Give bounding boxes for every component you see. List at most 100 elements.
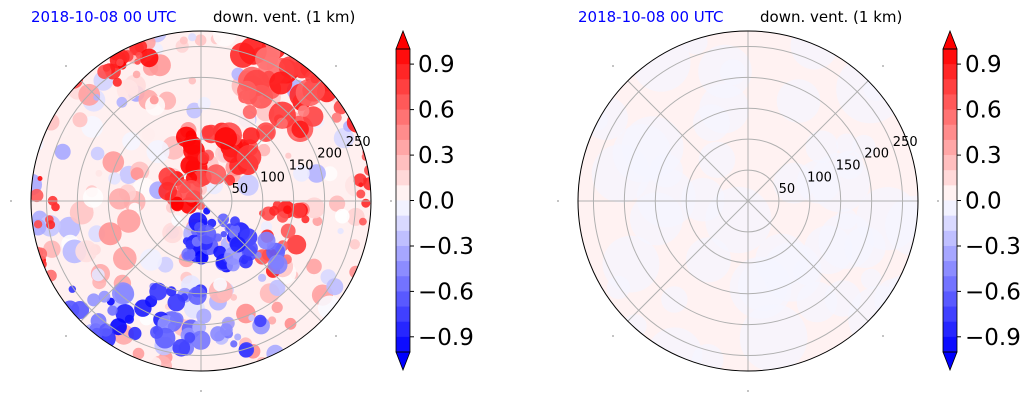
field-cell [280, 223, 296, 239]
field-cell [304, 51, 316, 63]
field-cell [331, 112, 342, 123]
colorbar-level [943, 291, 957, 308]
colorbar-level [396, 49, 410, 65]
angular-gridline [627, 80, 749, 202]
colorbar-extend-max [942, 29, 958, 50]
field-cell [280, 356, 299, 371]
angular-tick-mark [557, 200, 559, 202]
field-cell [63, 69, 84, 89]
colorbar-level [396, 139, 410, 156]
colorbar-tick-label: 0.6 [965, 98, 1002, 124]
field-cell [347, 47, 357, 57]
colorbar: 0.9 0.6 0.3 0.0 −0.3 −0.6 −0.9 [942, 29, 1021, 372]
field-cell [623, 314, 647, 338]
angular-tick-mark [200, 390, 202, 392]
chart-panel-right: 2018-10-08 00 UTC down. vent. (1 km) 50 1… [547, 0, 1036, 401]
angular-tick-mark [10, 200, 12, 202]
field-cell [312, 35, 341, 64]
field-cell [117, 209, 141, 233]
field-cell [237, 80, 257, 101]
colorbar-level [396, 291, 410, 308]
colorbar-level [396, 245, 410, 262]
field-cell [220, 231, 227, 238]
field-cell [166, 286, 177, 297]
radial-tick-label: 100 [260, 170, 285, 185]
field-cell [337, 228, 344, 235]
field-cell [109, 318, 127, 336]
field-cell [271, 301, 283, 313]
field-cell [333, 56, 357, 80]
field-cell [342, 61, 351, 70]
colorbar-level [943, 261, 957, 277]
field-cell [329, 195, 346, 212]
field-cell [102, 64, 111, 72]
field-cell [330, 44, 340, 54]
colorbar-tick-label: −0.6 [418, 279, 474, 305]
colorbar-level [396, 336, 410, 353]
field-cell [894, 56, 918, 86]
field-cell [341, 79, 356, 93]
field-cell [114, 362, 129, 371]
field-cell [139, 248, 162, 271]
field-cell [283, 205, 292, 214]
field-cell [66, 329, 83, 345]
field-cell [349, 239, 360, 250]
field-cell [48, 300, 62, 314]
field-cell [96, 352, 115, 371]
field-cell [59, 322, 70, 334]
field-cell [844, 226, 886, 269]
field-cell [226, 258, 240, 272]
field-cell [234, 333, 242, 341]
field-cell [310, 74, 320, 84]
field-cell [53, 334, 73, 353]
angular-gridline [200, 200, 322, 322]
field-cell [268, 101, 296, 129]
field-cell [361, 97, 371, 122]
field-cell [293, 165, 310, 182]
field-cell [295, 350, 306, 361]
field-cell [269, 205, 280, 216]
field-cell [149, 282, 168, 301]
field-cell [31, 120, 44, 140]
field-cell [237, 174, 259, 196]
field-cell [124, 314, 134, 324]
colorbar-level [396, 215, 410, 232]
field-cell [863, 74, 890, 101]
field-cell [612, 124, 671, 183]
colorbar-tick-label: −0.6 [965, 279, 1021, 305]
field-cell [276, 211, 289, 223]
field-cell [236, 144, 262, 170]
field-cell [350, 46, 369, 66]
field-cell [31, 282, 49, 304]
field-cell [303, 197, 325, 219]
field-cell [796, 160, 841, 204]
angular-tick-mark [65, 65, 67, 67]
field-cell [298, 39, 317, 58]
field-cell [230, 294, 238, 301]
field-cell [336, 329, 346, 339]
field-cell [71, 301, 90, 319]
colorbar-tick-label: 0.3 [965, 143, 1002, 169]
field-cell [150, 325, 164, 339]
field-cell [99, 323, 113, 337]
field-cell [79, 46, 93, 60]
field-cell [257, 231, 276, 250]
field-cell [351, 40, 370, 60]
field-cell [230, 340, 238, 348]
colorbar-level [396, 321, 410, 338]
field-cell [60, 128, 69, 138]
field-cell [192, 320, 207, 335]
field-cell [31, 44, 55, 68]
angular-tick-mark [390, 200, 392, 202]
field-cell [306, 31, 325, 43]
field-cell [45, 269, 57, 282]
field-cell [885, 195, 918, 256]
chart-title-variable: down. vent. (1 km) [760, 8, 903, 26]
field-cell [116, 79, 139, 101]
angular-gridline [80, 200, 202, 322]
field-cell [286, 234, 307, 255]
angular-tick-mark [937, 200, 939, 202]
field-cell [342, 299, 366, 323]
field-cell [87, 293, 101, 307]
field-cell [197, 151, 210, 164]
